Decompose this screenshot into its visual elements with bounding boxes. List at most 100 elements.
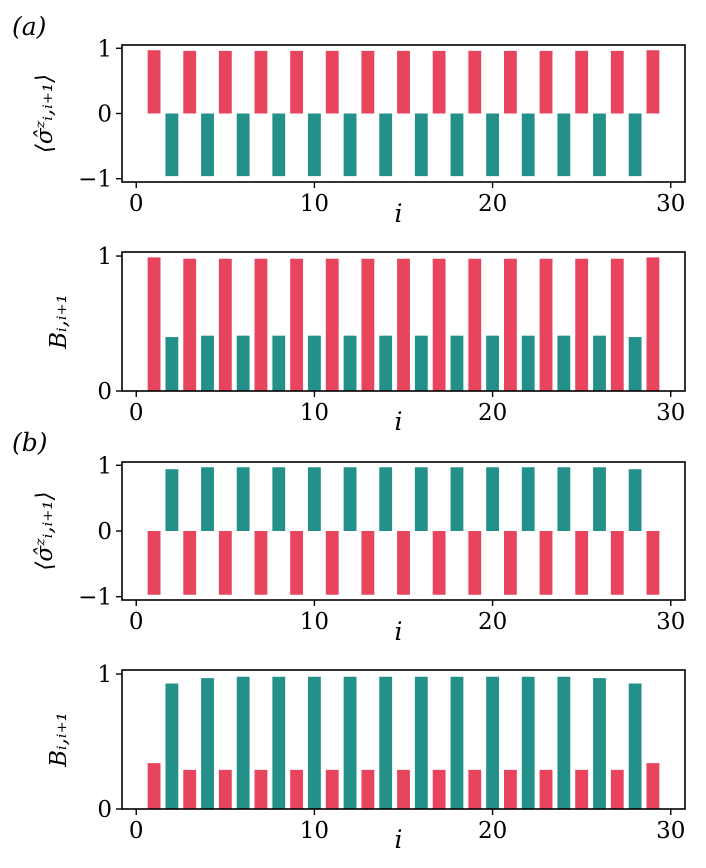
bar: [628, 337, 642, 391]
bar: [236, 467, 250, 531]
bar: [486, 676, 499, 809]
bar: [414, 676, 428, 809]
bar: [218, 258, 232, 391]
y-tick-label: 0: [97, 519, 112, 545]
y-tick-label: −1: [78, 167, 112, 193]
bar: [308, 335, 321, 391]
x-axis-label: i: [395, 617, 403, 646]
bar: [557, 676, 571, 809]
bar: [308, 676, 321, 809]
bar: [379, 467, 393, 531]
bar: [628, 469, 642, 531]
bar: [432, 769, 446, 809]
x-tick-label: 30: [656, 400, 685, 426]
x-tick-label: 20: [478, 191, 507, 217]
y-tick-label: 1: [97, 36, 112, 62]
y-axis-label: ⟨σ̂ᶻᵢ,ᵢ₊₁⟩: [32, 491, 58, 570]
x-tick-label: 20: [478, 400, 507, 426]
bar: [646, 50, 660, 114]
bar: [503, 258, 517, 391]
bar: [539, 50, 553, 114]
bar: [521, 676, 535, 809]
bar: [201, 113, 214, 177]
bar: [290, 50, 304, 114]
bar: [165, 337, 179, 391]
x-tick-label: 10: [300, 818, 329, 844]
bar: [325, 258, 339, 391]
x-tick-label: 0: [129, 191, 144, 217]
bar: [147, 763, 161, 809]
bar: [325, 769, 339, 809]
bar: [325, 531, 339, 595]
bar: [575, 50, 589, 114]
bar: [539, 531, 553, 595]
bar: [183, 258, 197, 391]
bar: [218, 769, 232, 809]
bar: [308, 467, 321, 531]
bar: [343, 467, 357, 531]
bar: [325, 50, 339, 114]
bar: [646, 531, 660, 595]
bar: [468, 258, 482, 391]
bar: [486, 113, 499, 177]
bar: [361, 769, 375, 809]
bar: [361, 258, 375, 391]
bar: [503, 531, 517, 595]
bar: [254, 50, 268, 114]
y-axis-label: ⟨σ̂ᶻᵢ,ᵢ₊₁⟩: [32, 74, 58, 153]
y-tick-label: 1: [97, 244, 112, 270]
panel-label-b: (b): [12, 428, 48, 457]
bar: [397, 258, 410, 391]
bar: [236, 676, 250, 809]
bar: [503, 50, 517, 114]
bar: [272, 113, 286, 177]
bar: [397, 50, 410, 114]
bar: [272, 335, 286, 391]
x-tick-label: 0: [129, 609, 144, 635]
bar: [575, 769, 589, 809]
x-tick-label: 30: [656, 609, 685, 635]
bar: [272, 467, 286, 531]
plot-frame: [121, 251, 686, 392]
x-tick-label: 0: [129, 400, 144, 426]
bar: [290, 531, 304, 595]
chart-b-sigma: 0 10 20 30 −1 0 1 i ⟨σ̂ᶻᵢ,ᵢ₊₁⟩: [32, 453, 686, 646]
bar: [201, 335, 214, 391]
bar: [539, 769, 553, 809]
bar: [557, 467, 571, 531]
bar: [450, 113, 464, 177]
bar: [539, 258, 553, 391]
bar: [521, 113, 535, 177]
x-tick-label: 0: [129, 818, 144, 844]
bar: [575, 258, 589, 391]
bar: [557, 335, 571, 391]
bar: [610, 531, 624, 595]
bar: [557, 113, 571, 177]
bar: [646, 257, 660, 391]
bar: [147, 531, 161, 595]
x-tick-label: 10: [300, 609, 329, 635]
bar: [361, 531, 375, 595]
bar: [397, 769, 410, 809]
bar: [308, 113, 321, 177]
bar: [432, 258, 446, 391]
bar: [290, 769, 304, 809]
bar: [503, 769, 517, 809]
plot-frame: [121, 669, 686, 810]
bar: [450, 676, 464, 809]
y-tick-label: 0: [97, 797, 112, 823]
bar: [254, 769, 268, 809]
bar: [468, 50, 482, 114]
bar: [468, 531, 482, 595]
y-tick-label: 1: [97, 453, 112, 479]
y-axis-label: Bᵢ,ᵢ₊₁: [46, 294, 72, 350]
bar: [201, 678, 214, 809]
bar: [414, 335, 428, 391]
x-tick-label: 30: [656, 818, 685, 844]
chart-b-B: 0 10 20 30 0 1 i Bᵢ,ᵢ₊₁: [46, 662, 686, 854]
bar: [236, 113, 250, 177]
bar: [165, 469, 179, 531]
bar: [432, 50, 446, 114]
chart-a-B: 0 10 20 30 0 1 i Bᵢ,ᵢ₊₁: [46, 244, 686, 436]
